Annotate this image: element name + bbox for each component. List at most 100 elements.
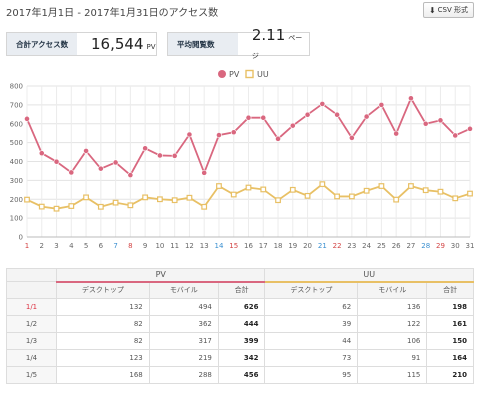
uu-total-cell: 210 [426,366,474,384]
x-tick-label: 30 [451,242,460,250]
pv-desktop-cell: 123 [56,349,150,367]
uu-total-cell: 150 [426,332,474,350]
pv-point [24,115,30,122]
pv-desktop-cell: 132 [56,298,150,316]
table-row: 1/3 82 317 399 44 106 150 [6,332,474,350]
uu-total-cell: 164 [426,349,474,367]
total-pv-value: 16,544 PV [91,35,156,53]
x-tick-label: 2 [40,242,44,250]
x-tick-label: 4 [69,242,74,250]
total-pv-unit: PV [146,43,156,51]
uu-point [422,187,429,194]
row-date: 1/3 [6,332,57,350]
uu-mobile-cell: 115 [357,366,428,384]
pv-mobile-cell: 317 [148,332,219,350]
legend-uu-marker [245,69,254,79]
x-tick-label: 23 [347,242,356,250]
pv-point [38,150,45,157]
x-tick-label: 19 [288,242,297,250]
date-header [6,268,57,282]
x-tick-label: 18 [274,242,283,250]
x-tick-label: 8 [128,242,132,250]
uu-point [83,194,89,201]
pv-total-cell: 444 [217,315,266,333]
uu-point [348,193,355,200]
pv-total-cell: 399 [217,332,266,350]
pv-group-header: PV [55,268,266,283]
pv-point [319,101,326,107]
pv-point [348,135,355,141]
uu-point [24,196,30,203]
uu-point [230,191,237,198]
pv-desktop-cell: 82 [56,332,150,350]
uu-point [289,186,296,193]
uu-point [452,195,459,202]
y-tick-label: 0 [19,234,23,242]
pv-point [275,135,281,142]
row-date: 1/1 [6,298,57,316]
x-tick-label: 14 [215,242,224,250]
pv-point [437,117,444,124]
x-tick-label: 16 [244,242,253,250]
uu-point [334,193,340,200]
row-date: 1/4 [6,349,57,367]
uu-desktop-cell: 95 [264,366,359,384]
pv-total-cell: 456 [217,366,266,384]
x-tick-label: 7 [113,242,117,250]
uu-mobile-cell: 106 [357,332,428,350]
x-tick-label: 22 [333,242,342,250]
y-tick-label: 600 [10,120,23,128]
pv-point [112,159,119,166]
uu-point [216,183,222,189]
uu-point [304,192,311,199]
avg-pages-unit: ページ [251,34,303,60]
x-tick-label: 25 [377,242,386,250]
pv-mobile-cell: 494 [148,298,219,316]
pv-point [186,131,193,138]
uu-point [112,199,119,206]
x-tick-label: 31 [466,242,475,250]
pv-point [201,169,208,176]
x-tick-label: 29 [436,242,445,250]
x-tick-label: 5 [84,242,88,250]
x-tick-label: 12 [185,242,194,250]
pv-total-col-header: 合計 [217,281,266,299]
uu-point [157,196,163,203]
x-tick-label: 6 [99,242,104,250]
pv-mobile-cell: 362 [148,315,219,333]
uu-mobile-col-header: モバイル [357,281,428,299]
uu-point [38,203,45,210]
pv-point [53,158,60,165]
uu-point [171,197,178,204]
uu-point [467,190,473,197]
uu-point [378,183,385,189]
csv-export-button[interactable]: ⬇ CSV 形式 [422,2,474,18]
pv-desktop-cell: 82 [56,315,150,333]
pv-desktop-col-header: デスクトップ [56,281,150,299]
y-tick-label: 400 [10,158,23,166]
pv-point [171,152,178,159]
uu-point [260,186,267,193]
pv-total-cell: 342 [217,349,266,367]
avg-pages-label: 平均閲覧数 [168,33,238,55]
uu-total-col-header: 合計 [426,281,474,299]
uu-desktop-cell: 44 [264,332,359,350]
uu-mobile-cell: 122 [357,315,428,333]
uu-desktop-cell: 62 [264,298,359,316]
uu-point [127,202,134,209]
pv-point [363,113,370,120]
pv-point [393,130,400,137]
x-tick-label: 15 [229,242,238,250]
x-tick-label: 27 [406,242,415,250]
uu-point [245,184,252,191]
pv-point [452,132,459,139]
table-row: 1/5 168 288 456 95 115 210 [6,366,474,384]
pv-point [97,165,104,172]
x-tick-label: 20 [303,242,312,250]
daily-access-table: PV UU デスクトップ モバイル 合計 デスクトップ モバイル 合計 1/1 132 494… [6,268,474,384]
download-icon: ⬇ [428,5,436,15]
legend-pv-label: PV [229,70,240,79]
pv-point [245,114,252,121]
uu-point [68,203,75,209]
